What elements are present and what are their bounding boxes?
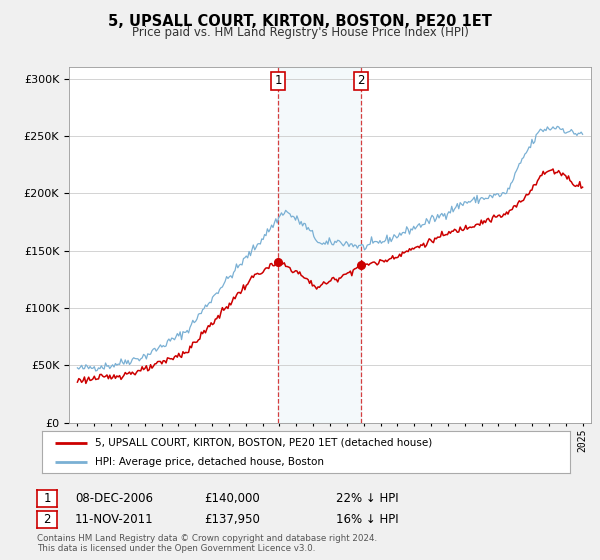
Text: 5, UPSALL COURT, KIRTON, BOSTON, PE20 1ET: 5, UPSALL COURT, KIRTON, BOSTON, PE20 1E… [108, 14, 492, 29]
Text: 16% ↓ HPI: 16% ↓ HPI [336, 512, 398, 526]
Text: 5, UPSALL COURT, KIRTON, BOSTON, PE20 1ET (detached house): 5, UPSALL COURT, KIRTON, BOSTON, PE20 1E… [95, 437, 432, 447]
Text: HPI: Average price, detached house, Boston: HPI: Average price, detached house, Bost… [95, 457, 324, 467]
Text: 1: 1 [274, 74, 282, 87]
Text: 11-NOV-2011: 11-NOV-2011 [75, 512, 154, 526]
Text: £140,000: £140,000 [204, 492, 260, 505]
Text: 2: 2 [43, 512, 51, 526]
Text: £137,950: £137,950 [204, 512, 260, 526]
Text: 2: 2 [358, 74, 365, 87]
Text: 08-DEC-2006: 08-DEC-2006 [75, 492, 153, 505]
Bar [278, 67, 361, 423]
Text: 22% ↓ HPI: 22% ↓ HPI [336, 492, 398, 505]
Text: Contains HM Land Registry data © Crown copyright and database right 2024.
This d: Contains HM Land Registry data © Crown c… [37, 534, 377, 553]
Text: Price paid vs. HM Land Registry's House Price Index (HPI): Price paid vs. HM Land Registry's House … [131, 26, 469, 39]
Text: 1: 1 [43, 492, 51, 505]
